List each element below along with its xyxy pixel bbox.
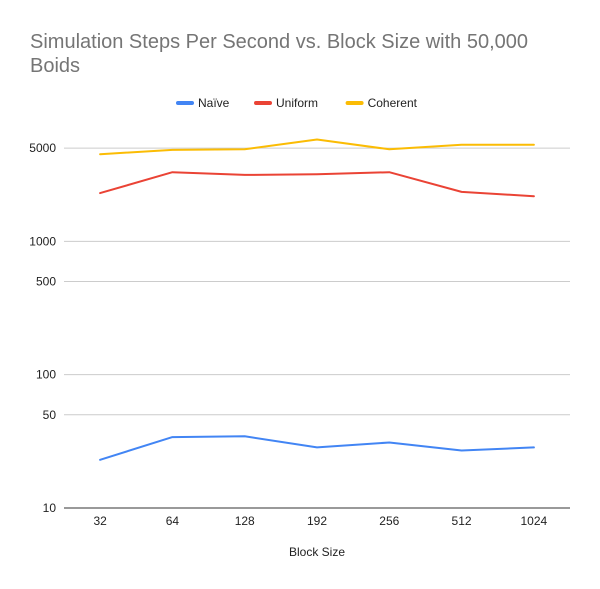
legend-label-coherent: Coherent <box>368 96 418 110</box>
y-tick-label: 5000 <box>29 141 56 155</box>
y-tick-label: 500 <box>36 274 56 288</box>
x-tick-label: 1024 <box>521 514 548 528</box>
legend-label-na-ve: Naïve <box>198 96 230 110</box>
gridlines <box>64 147 570 509</box>
x-tick-label: 64 <box>166 514 180 528</box>
x-tick-label: 192 <box>307 514 327 528</box>
y-tick-label: 10 <box>43 501 57 515</box>
legend: Naïve Uniform Coherent <box>176 96 418 110</box>
legend-label-uniform: Uniform <box>276 96 318 110</box>
x-tick-label: 256 <box>379 514 399 528</box>
x-tick-label: 32 <box>93 514 107 528</box>
y-tick-label: 50 <box>43 408 57 422</box>
y-axis-ticks: 10 50 100 500 1000 5000 <box>29 141 56 515</box>
x-tick-label: 512 <box>452 514 472 528</box>
series-line-uniform <box>99 171 535 198</box>
series-lines <box>99 138 535 461</box>
chart-title: Simulation Steps Per Second vs. Block Si… <box>30 31 529 77</box>
x-axis-title: Block Size <box>289 545 345 559</box>
series-line-na-ve <box>99 435 535 461</box>
y-tick-label: 100 <box>36 368 56 382</box>
series-line-coherent <box>99 138 535 156</box>
y-tick-label: 1000 <box>29 234 56 248</box>
x-tick-label: 128 <box>235 514 255 528</box>
x-axis-ticks: 32 64 128 192 256 512 1024 <box>93 514 547 528</box>
